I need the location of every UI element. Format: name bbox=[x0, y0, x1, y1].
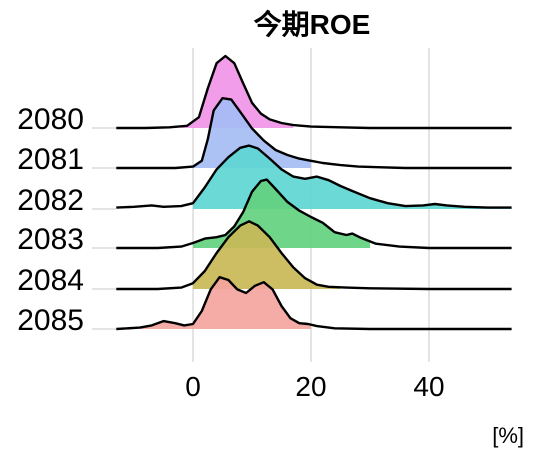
ridge-2082 bbox=[116, 144, 512, 209]
ridge-fill-2085 bbox=[139, 277, 311, 329]
y-label-2081: 2081 bbox=[17, 143, 84, 176]
y-label-2084: 2084 bbox=[17, 264, 84, 297]
ridge-fill-2084 bbox=[193, 221, 341, 289]
ridge-line-2085 bbox=[116, 276, 512, 331]
ridge-2084 bbox=[116, 220, 512, 291]
ridge-2080 bbox=[116, 54, 512, 130]
ridge-line-2084 bbox=[116, 220, 512, 291]
x-axis-unit: [%] bbox=[492, 423, 524, 448]
x-tick-40: 40 bbox=[413, 371, 444, 402]
ridge-line-2083 bbox=[116, 178, 512, 250]
chart-title: 今期ROE bbox=[254, 8, 371, 40]
y-label-2083: 2083 bbox=[17, 223, 84, 256]
ridge-line-2080 bbox=[116, 54, 512, 130]
ridges bbox=[116, 54, 512, 331]
ridge-2081 bbox=[116, 97, 512, 170]
ridge-2085 bbox=[116, 276, 512, 331]
y-label-2085: 2085 bbox=[17, 304, 84, 337]
ridge-line-2081 bbox=[116, 97, 512, 170]
y-label-2082: 2082 bbox=[17, 184, 84, 217]
ridge-fill-2082 bbox=[193, 145, 512, 209]
y-axis-labels: 2080 2081 2082 2083 2084 2085 bbox=[17, 103, 84, 337]
ridge-fill-2080 bbox=[181, 56, 294, 128]
x-tick-0: 0 bbox=[185, 371, 201, 402]
x-axis-ticks: 0 20 40 bbox=[185, 371, 444, 402]
x-tick-20: 20 bbox=[295, 371, 326, 402]
ridge-fill-2081 bbox=[193, 98, 311, 168]
y-label-2080: 2080 bbox=[17, 103, 84, 136]
ridge-line-2082 bbox=[116, 144, 512, 209]
